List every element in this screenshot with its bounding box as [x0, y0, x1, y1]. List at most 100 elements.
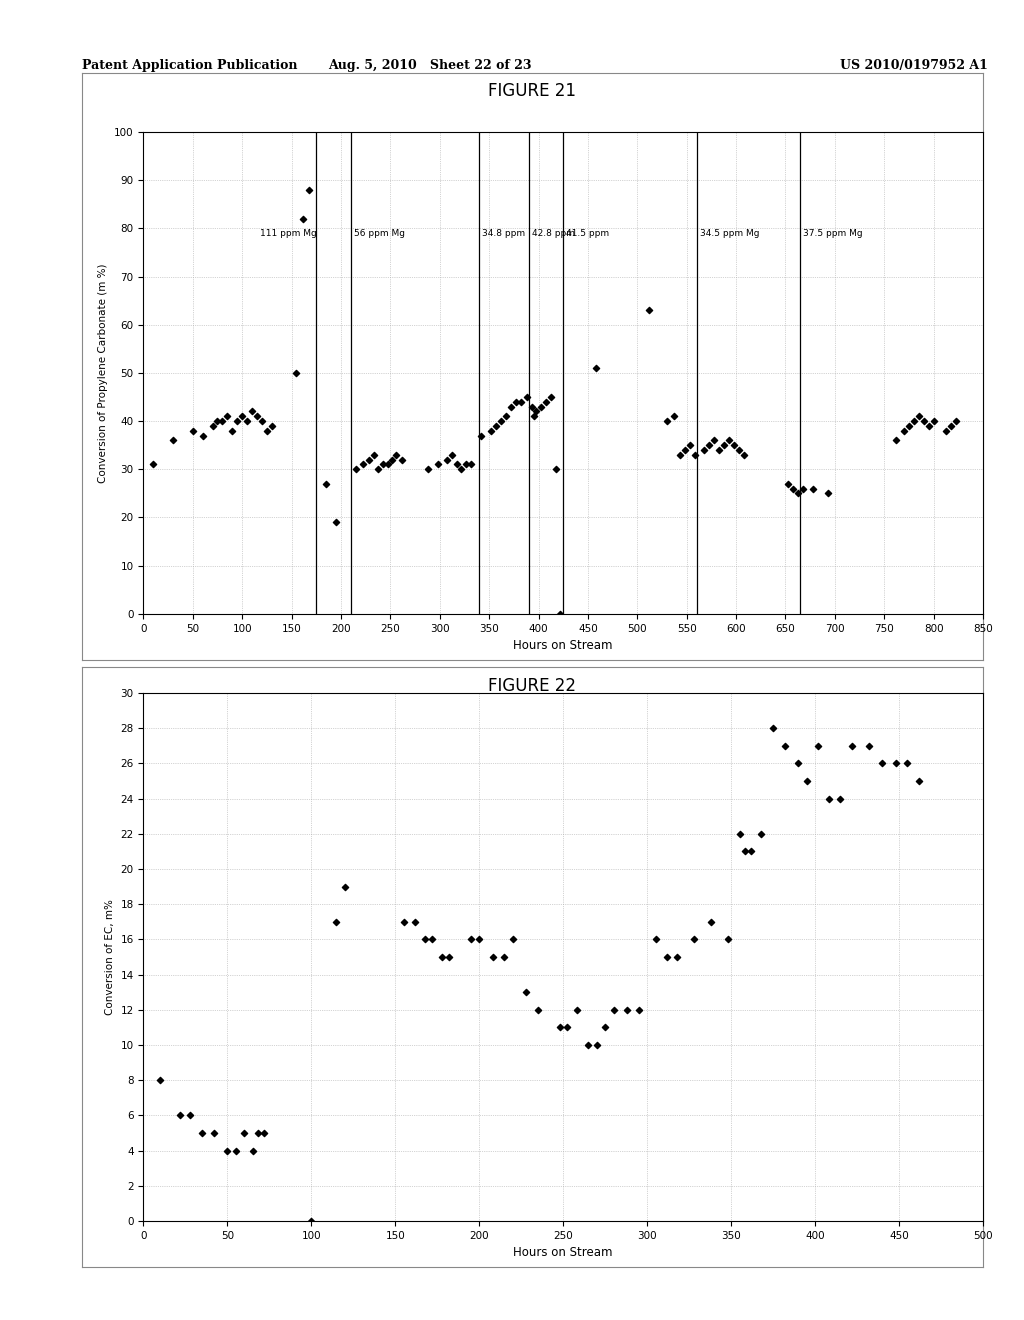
Point: [833, 788, 849, 809]
Point: [152, 1069, 168, 1090]
Point: [229, 411, 246, 432]
Point: [716, 434, 732, 455]
Text: 41.5 ppm: 41.5 ppm: [566, 228, 609, 238]
Point: [686, 445, 702, 466]
Point: [360, 449, 377, 470]
Point: [463, 929, 479, 950]
Point: [915, 411, 932, 432]
Point: [245, 1140, 261, 1162]
Point: [165, 430, 181, 451]
Point: [658, 411, 675, 432]
Point: [647, 929, 664, 950]
Text: FIGURE 22: FIGURE 22: [488, 677, 577, 696]
Point: [236, 1122, 252, 1143]
Point: [497, 946, 513, 968]
Point: [498, 405, 514, 426]
Text: 111 ppm Mg: 111 ppm Mg: [260, 228, 316, 238]
Point: [899, 752, 915, 774]
Point: [394, 449, 411, 470]
Point: [731, 824, 748, 845]
Point: [799, 771, 815, 792]
Point: [329, 911, 345, 932]
Point: [780, 473, 797, 494]
Point: [631, 999, 647, 1020]
Point: [301, 180, 317, 201]
Point: [347, 459, 364, 480]
Point: [552, 1016, 568, 1038]
Point: [408, 911, 424, 932]
Point: [249, 405, 265, 426]
Point: [701, 434, 718, 455]
Point: [901, 416, 918, 437]
Point: [458, 454, 474, 475]
Point: [438, 449, 455, 470]
Point: [518, 982, 535, 1003]
Point: [443, 445, 460, 466]
Point: [696, 440, 713, 461]
Point: [529, 999, 546, 1020]
Point: [487, 416, 504, 437]
Point: [874, 752, 891, 774]
Point: [337, 876, 353, 898]
Point: [473, 425, 489, 446]
X-axis label: Hours on Stream: Hours on Stream: [513, 639, 613, 652]
Point: [765, 718, 781, 739]
Point: [805, 478, 821, 499]
Point: [195, 425, 211, 446]
Text: Aug. 5, 2010   Sheet 22 of 23: Aug. 5, 2010 Sheet 22 of 23: [329, 59, 531, 73]
Point: [463, 454, 479, 475]
Point: [568, 999, 585, 1020]
Point: [810, 735, 826, 756]
Point: [910, 405, 927, 426]
Point: [420, 459, 436, 480]
Point: [493, 411, 509, 432]
Point: [303, 1210, 319, 1232]
Point: [888, 430, 904, 451]
Text: 34.5 ppm Mg: 34.5 ppm Mg: [699, 228, 759, 238]
Point: [145, 454, 162, 475]
Point: [860, 735, 877, 756]
Point: [677, 440, 693, 461]
Point: [317, 473, 334, 494]
Point: [896, 420, 912, 441]
Point: [820, 788, 837, 809]
Point: [731, 440, 748, 461]
Text: FIGURE 21: FIGURE 21: [488, 82, 577, 100]
Text: 56 ppm Mg: 56 ppm Mg: [353, 228, 404, 238]
Point: [384, 449, 400, 470]
Point: [366, 445, 382, 466]
Text: US 2010/0197952 A1: US 2010/0197952 A1: [840, 59, 987, 73]
Point: [548, 459, 564, 480]
Point: [388, 445, 404, 466]
Point: [743, 841, 760, 862]
Point: [182, 1105, 199, 1126]
Point: [795, 478, 811, 499]
Point: [434, 946, 451, 968]
Text: 34.8 ppm: 34.8 ppm: [482, 228, 525, 238]
Point: [219, 405, 236, 426]
Point: [791, 483, 807, 504]
Point: [926, 411, 942, 432]
Point: [527, 401, 544, 422]
Point: [921, 416, 937, 437]
Point: [172, 1105, 188, 1126]
Point: [670, 946, 686, 968]
Point: [672, 445, 688, 466]
Point: [254, 411, 270, 432]
Point: [256, 1122, 272, 1143]
Point: [429, 454, 445, 475]
Point: [371, 459, 387, 480]
Point: [424, 929, 440, 950]
Point: [937, 420, 953, 441]
Point: [597, 1016, 613, 1038]
Point: [911, 771, 928, 792]
Point: [380, 454, 396, 475]
Point: [328, 512, 344, 533]
Point: [543, 387, 559, 408]
Point: [354, 454, 371, 475]
Point: [523, 396, 540, 417]
Text: 42.8 ppm: 42.8 ppm: [531, 228, 574, 238]
Point: [948, 411, 965, 432]
Point: [513, 391, 529, 412]
Point: [785, 478, 802, 499]
